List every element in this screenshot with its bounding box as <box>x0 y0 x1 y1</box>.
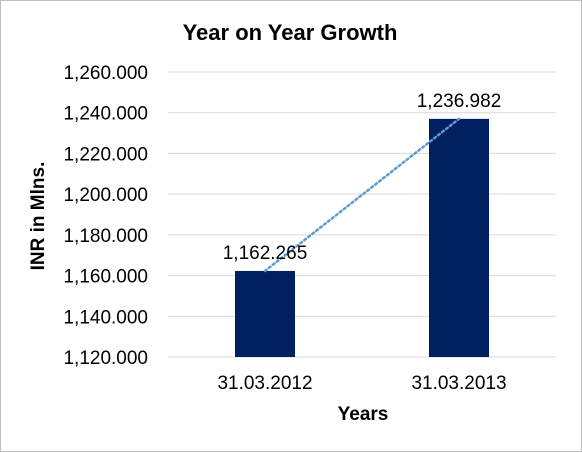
bar <box>235 270 295 357</box>
y-tick-labels: 1,120.000 1,140.000 1,160.000 1,180.000 1,20… <box>63 63 148 369</box>
bar <box>429 118 489 358</box>
trendline-line <box>263 117 461 273</box>
data-label: 1,162.265 <box>223 243 308 264</box>
data-labels: 1,162.265 1,236.982 <box>223 91 502 264</box>
x-tick-label: 31.03.2013 <box>411 373 506 394</box>
data-label: 1,236.982 <box>417 91 502 112</box>
x-tick-label: 31.03.2012 <box>217 373 312 394</box>
y-tick-label: 1,160.000 <box>63 267 148 288</box>
y-tick-label: 1,260.000 <box>63 63 148 84</box>
bars <box>235 118 489 358</box>
y-axis-title: INR in Mlns. <box>28 162 49 271</box>
x-tick-labels: 31.03.2012 31.03.2013 <box>217 373 506 394</box>
y-tick-label: 1,220.000 <box>63 144 148 165</box>
y-tick-label: 1,120.000 <box>63 348 148 369</box>
y-tick-label: 1,180.000 <box>63 226 148 247</box>
trendline <box>263 117 461 273</box>
y-tick-label: 1,240.000 <box>63 104 148 125</box>
y-tick-label: 1,200.000 <box>63 185 148 206</box>
x-axis-title: Years <box>338 404 389 425</box>
y-tick-label: 1,140.000 <box>63 307 148 328</box>
chart-title: Year on Year Growth <box>183 20 398 45</box>
grid-lines <box>168 71 556 358</box>
